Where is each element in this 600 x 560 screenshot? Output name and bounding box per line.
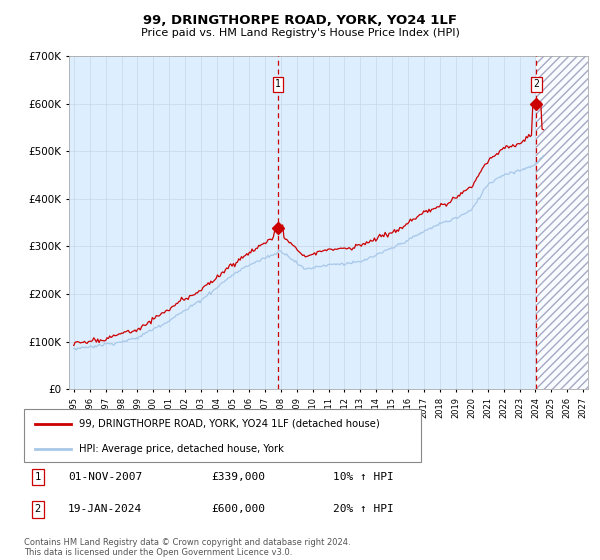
Text: 20% ↑ HPI: 20% ↑ HPI (333, 505, 394, 515)
Text: 99, DRINGTHORPE ROAD, YORK, YO24 1LF: 99, DRINGTHORPE ROAD, YORK, YO24 1LF (143, 14, 457, 27)
Text: Contains HM Land Registry data © Crown copyright and database right 2024.
This d: Contains HM Land Registry data © Crown c… (24, 538, 350, 557)
Text: HPI: Average price, detached house, York: HPI: Average price, detached house, York (79, 444, 284, 454)
Text: 1: 1 (35, 472, 41, 482)
Text: 2: 2 (533, 80, 539, 90)
Text: 10% ↑ HPI: 10% ↑ HPI (333, 472, 394, 482)
Text: 2: 2 (35, 505, 41, 515)
Text: £339,000: £339,000 (212, 472, 266, 482)
Text: £600,000: £600,000 (212, 505, 266, 515)
Text: Price paid vs. HM Land Registry's House Price Index (HPI): Price paid vs. HM Land Registry's House … (140, 28, 460, 38)
Text: 19-JAN-2024: 19-JAN-2024 (68, 505, 142, 515)
Text: 99, DRINGTHORPE ROAD, YORK, YO24 1LF (detached house): 99, DRINGTHORPE ROAD, YORK, YO24 1LF (de… (79, 419, 380, 429)
Text: 01-NOV-2007: 01-NOV-2007 (68, 472, 142, 482)
FancyBboxPatch shape (24, 409, 421, 462)
Bar (536, 56, 591, 389)
Text: 1: 1 (275, 80, 281, 90)
